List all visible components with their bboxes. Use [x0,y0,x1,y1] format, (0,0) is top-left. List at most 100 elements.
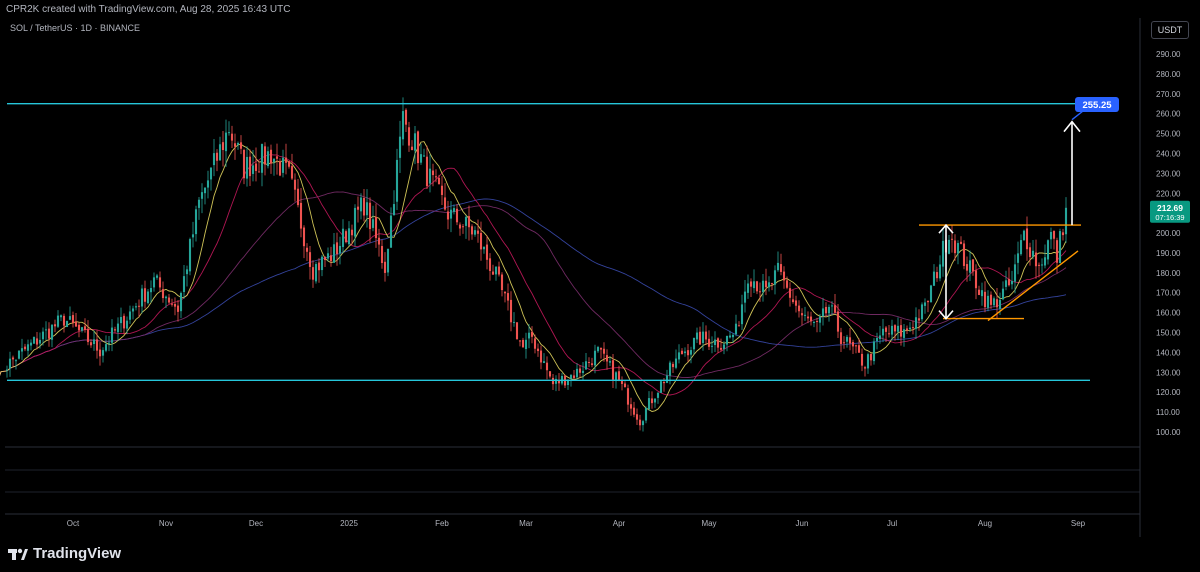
candle-body [551,377,555,385]
candle-body [380,246,384,264]
candle-body [497,266,501,275]
candle-body [926,300,930,303]
candle-body [332,244,336,263]
candle-body [1007,279,1011,286]
candle-body [821,308,825,317]
candle-body [239,142,243,149]
candle-body [140,288,144,307]
candle-body [749,281,753,287]
candle-body [716,338,720,348]
candle-body [536,348,540,352]
candle-body [509,299,513,323]
candle-body [272,158,276,163]
currency-button[interactable]: USDT [1151,21,1189,39]
candle-body [269,149,273,164]
candle-body [425,156,429,187]
candle-body [593,350,597,366]
tradingview-logo-text: TradingView [33,545,122,562]
x-tick-label: Jul [887,519,897,528]
candle-body [422,155,426,157]
candle-body [476,230,480,234]
candle-body [59,315,63,318]
pattern-height-arrow-head-bottom [938,310,954,320]
candle-body [146,291,150,304]
candle-body [596,347,600,352]
candle-body [653,398,657,403]
candle-body [527,332,531,339]
candle-body [461,226,465,228]
candle-body [572,375,576,379]
candle-body [407,127,411,146]
candle-body [101,350,105,356]
candle-body [824,306,828,314]
candle-body [842,342,846,344]
target-label-text: 255.25 [1082,100,1112,111]
candle-body [284,157,288,163]
candle-body [47,328,51,339]
candle-body [629,404,633,409]
candle-body [26,344,30,351]
candle-body [605,355,609,362]
candle-body [746,283,750,293]
candle-body [611,360,615,380]
candle-body [56,315,60,327]
candle-body [1061,232,1065,236]
candle-body [947,239,951,254]
candle-body [785,280,789,288]
candle-body [728,335,732,338]
candle-body [515,322,519,340]
y-tick-label: 120.00 [1156,388,1181,397]
candle-body [566,379,570,385]
x-tick-label: Aug [978,519,992,528]
candle-body [962,243,966,266]
candle-body [23,346,27,350]
candle-body [548,371,552,377]
candle-body [65,321,69,328]
candle-body [335,242,339,255]
candle-body [800,313,804,316]
candle-body [77,324,81,331]
candle-body [314,264,318,282]
candle-body [542,361,546,363]
candle-body [299,202,303,229]
candle-body [176,305,180,312]
candle-body [413,133,417,151]
candle-body [890,325,894,335]
candle-body [371,219,375,228]
candle-body [806,316,810,319]
candle-body [173,303,177,307]
candle-body [815,320,819,322]
candle-body [464,217,468,226]
candle-body [104,344,108,351]
candle-body [443,197,447,210]
candle-body [875,337,879,342]
candle-body [482,246,486,250]
candle-body [869,353,873,361]
candle-body [905,328,909,331]
x-tick-label: Nov [159,519,173,528]
candle-body [290,166,294,179]
candle-body [389,215,393,248]
x-tick-label: Feb [435,519,449,528]
y-tick-label: 260.00 [1156,110,1181,119]
candle-body [350,229,354,236]
candle-body [410,146,414,151]
candle-body [158,277,162,288]
candle-body [368,202,372,230]
candle-body [218,144,222,161]
y-tick-label: 280.00 [1156,70,1181,79]
candle-body [44,329,48,331]
candle-body [1001,288,1005,300]
candle-body [710,345,714,347]
candle-body [161,289,165,299]
candle-body [1064,207,1068,235]
candle-body [758,291,762,293]
candle-body [980,290,984,297]
candle-body [953,240,957,254]
candle-body [458,224,462,229]
candle-body [401,111,405,140]
candle-body [965,264,969,271]
tradingview-logo[interactable]: TradingView [8,545,121,562]
candle-body [755,281,759,292]
